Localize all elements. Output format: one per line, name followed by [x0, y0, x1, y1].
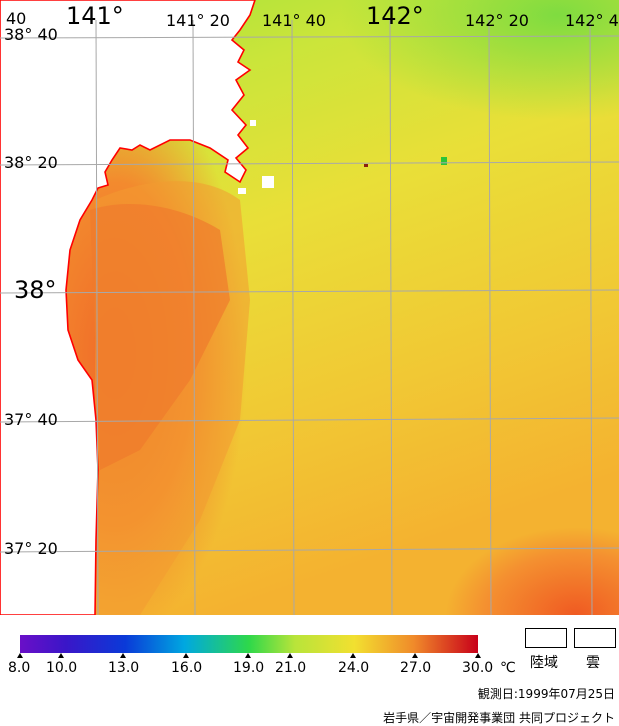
lon-label-141: 141° — [66, 2, 124, 30]
colorbar-tick — [350, 653, 356, 658]
colorbar-tick — [475, 653, 481, 658]
temperature-color-bar — [20, 635, 478, 653]
land-legend-label: 陸域 — [530, 655, 558, 671]
colorbar-tick — [183, 653, 189, 658]
sea-surface-temperature-map — [0, 0, 619, 615]
colorbar-tick-label: 27.0 — [400, 660, 432, 676]
lon-label-141-20: 141° 20 — [166, 11, 230, 30]
colorbar-tick — [245, 653, 251, 658]
colorbar-tick-label: 30.0 — [462, 660, 494, 676]
colorbar-tick-label: 8.0 — [8, 660, 31, 676]
lon-label-142-40: 142° 4 — [565, 11, 619, 30]
colorbar-tick-label: 16.0 — [171, 660, 203, 676]
colorbar-tick — [287, 653, 293, 658]
lat-label-38-40: 38° 40 — [4, 25, 58, 44]
colorbar-tick — [17, 653, 23, 658]
cloud-legend-swatch — [574, 628, 616, 648]
cloud-legend-label: 雲 — [586, 655, 600, 671]
lat-label-37-20: 37° 20 — [4, 539, 58, 558]
colorbar-tick-label: 10.0 — [46, 660, 78, 676]
colorbar-tick — [58, 653, 64, 658]
colorbar-tick-label: 24.0 — [338, 660, 370, 676]
lon-label-141-40: 141° 40 — [262, 11, 326, 30]
land-legend-swatch — [525, 628, 567, 648]
lon-label-142-20: 142° 20 — [465, 11, 529, 30]
observation-date: 観測日:1999年07月25日 — [477, 687, 615, 701]
graticule — [0, 19, 619, 615]
lat-label-38: 38° — [14, 276, 57, 304]
land-area — [0, 0, 256, 615]
lon-label-142: 142° — [366, 2, 424, 30]
colorbar-tick — [412, 653, 418, 658]
lat-label-37-40: 37° 40 — [4, 410, 58, 429]
lat-label-38-40-fragment: 40 — [6, 9, 27, 28]
colorbar-tick-label: 19.0 — [233, 660, 265, 676]
cloud-patch — [262, 176, 274, 188]
colorbar-tick-label: 13.0 — [108, 660, 140, 676]
colorbar-tick — [120, 653, 126, 658]
lat-label-38-20: 38° 20 — [4, 153, 58, 172]
colorbar-tick-label: 21.0 — [275, 660, 307, 676]
credit-line: 岩手県／宇宙開発事業団 共同プロジェクト — [383, 711, 615, 725]
temperature-unit: ℃ — [500, 660, 516, 676]
